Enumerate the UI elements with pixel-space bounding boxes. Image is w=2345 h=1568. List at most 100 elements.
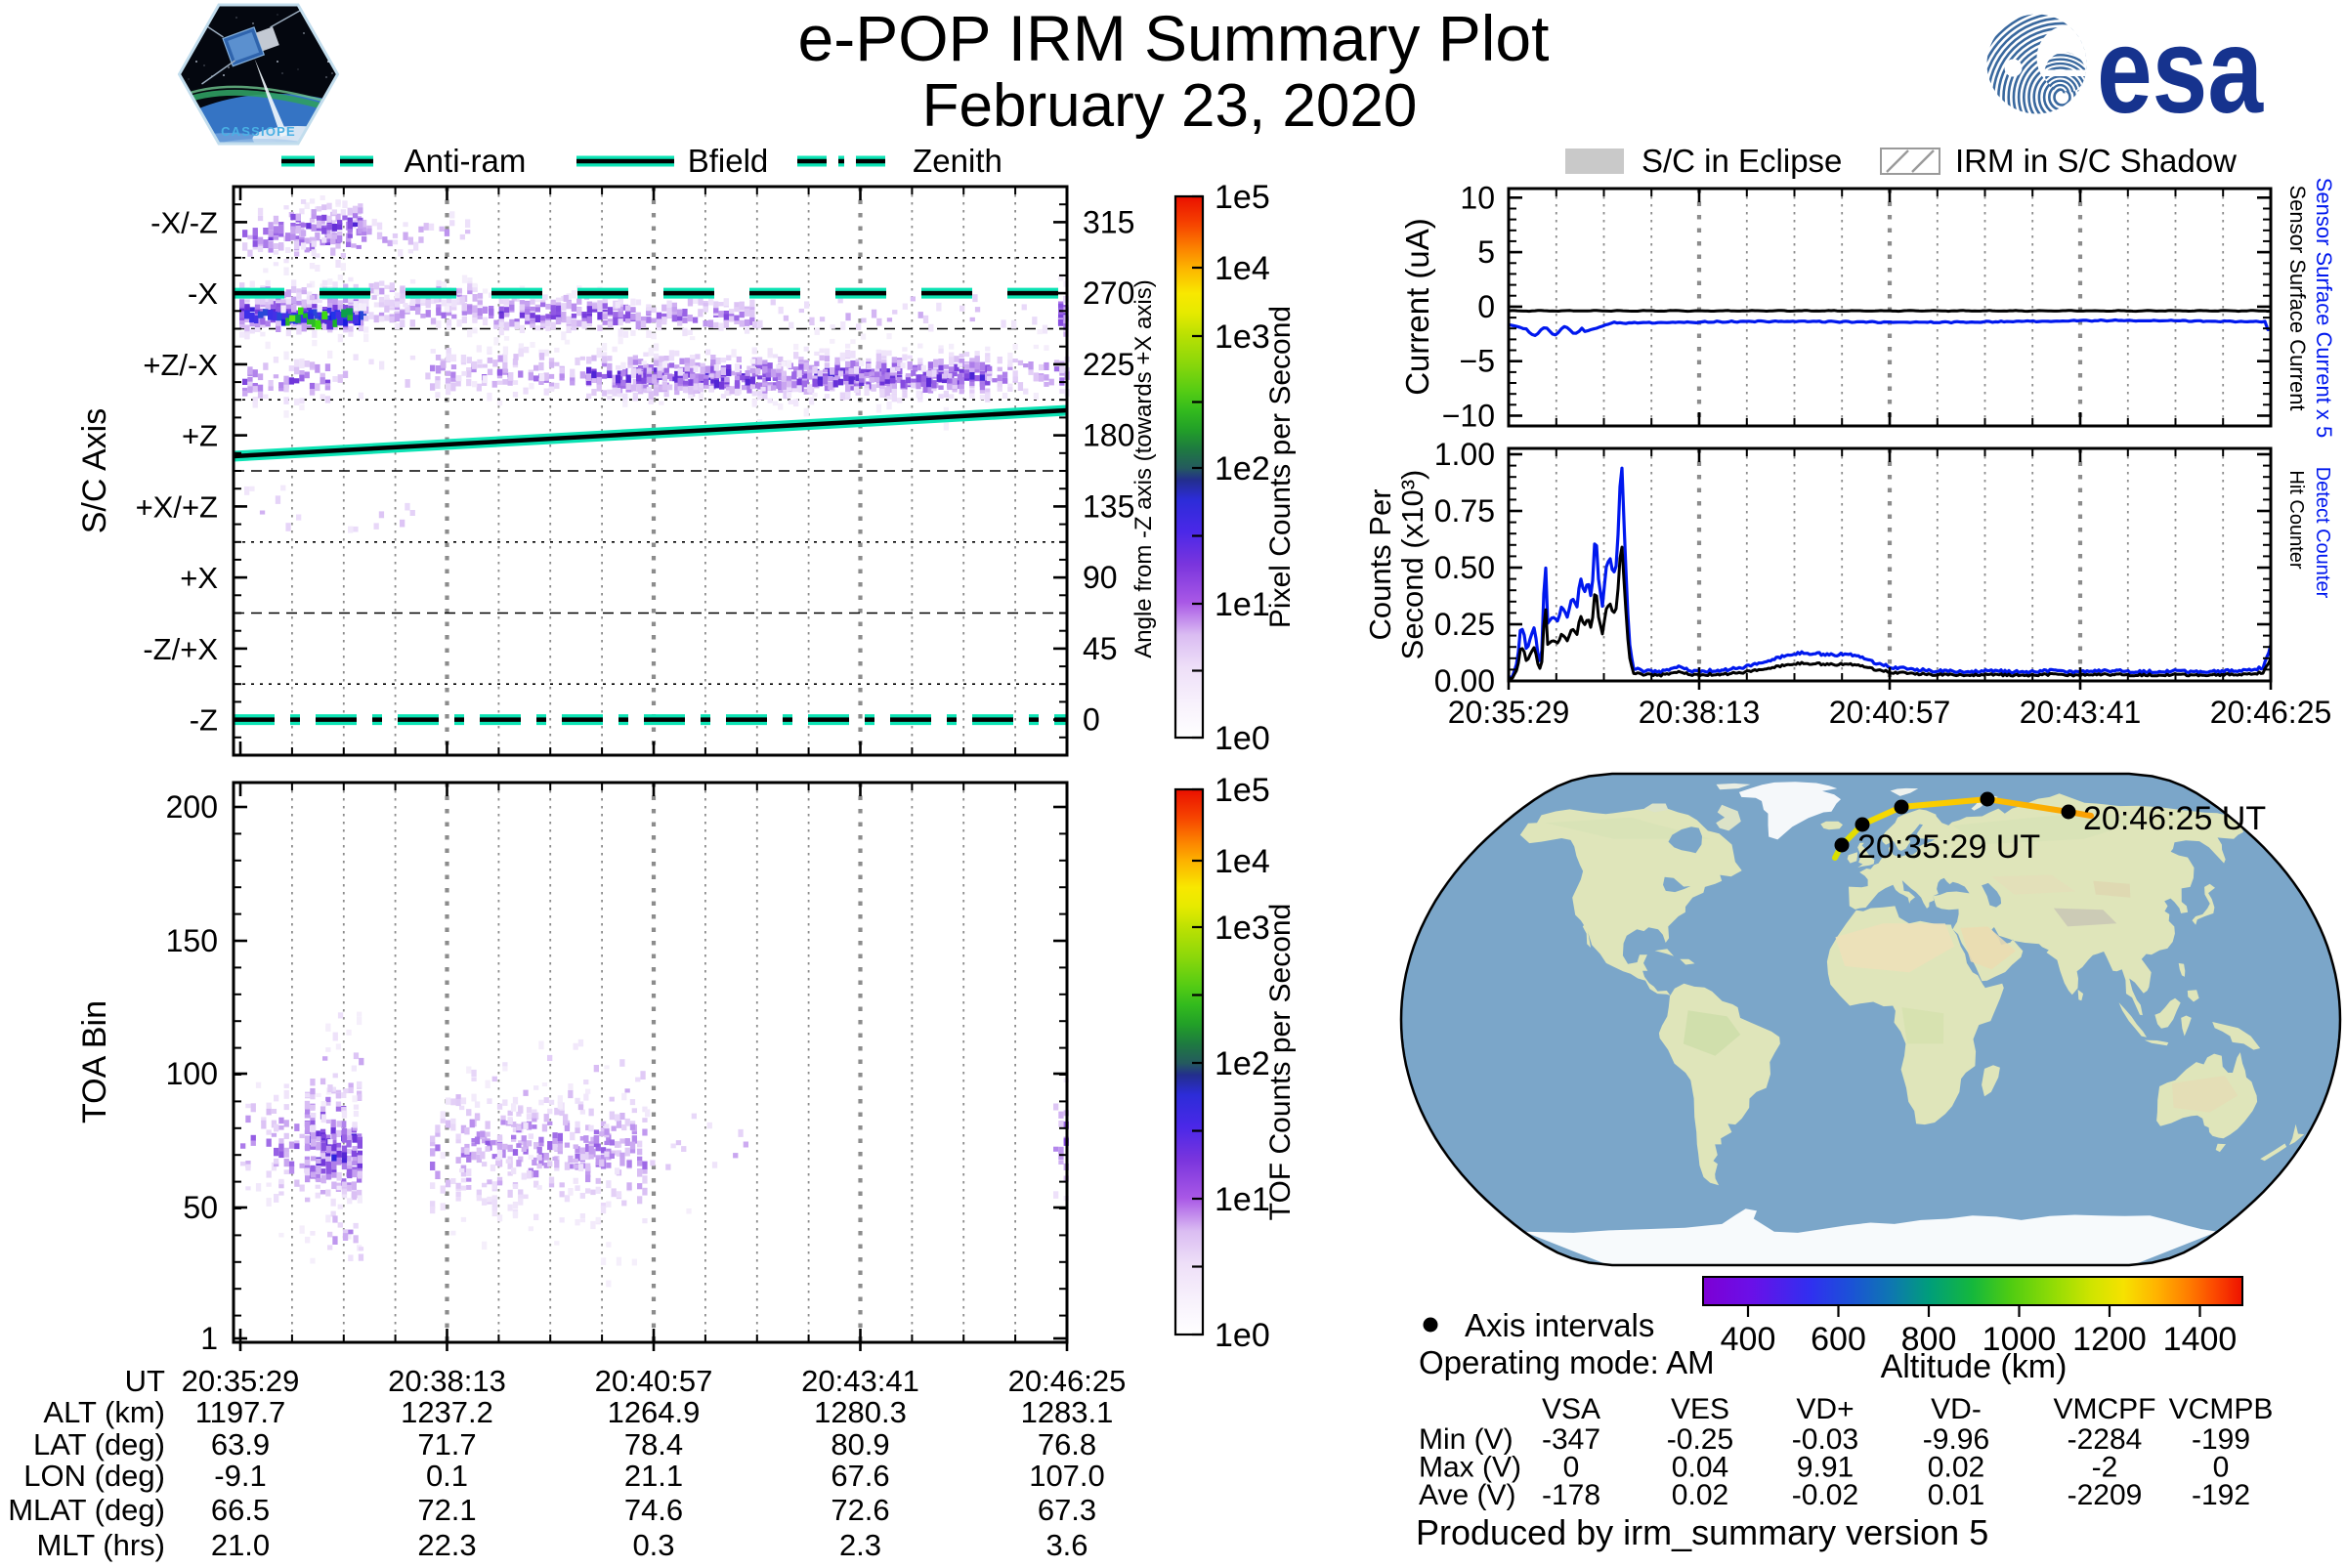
- svg-text:1e1: 1e1: [1215, 586, 1270, 623]
- svg-text:20:35:29 UT: 20:35:29 UT: [1857, 828, 2040, 866]
- svg-text:21.1: 21.1: [624, 1459, 683, 1493]
- svg-text:VSA: VSA: [1542, 1393, 1600, 1425]
- svg-text:-X/-Z: -X/-Z: [150, 205, 218, 239]
- svg-text:Operating mode: AM: Operating mode: AM: [1419, 1344, 1715, 1380]
- svg-text:1e0: 1e0: [1215, 720, 1270, 757]
- svg-text:2.3: 2.3: [839, 1528, 881, 1562]
- svg-text:20:40:57: 20:40:57: [1829, 695, 1951, 730]
- svg-text:Produced by irm_summary versio: Produced by irm_summary version 5: [1416, 1512, 1988, 1552]
- svg-text:20:46:25 UT: 20:46:25 UT: [2083, 800, 2266, 837]
- svg-text:TOF Counts per Second: TOF Counts per Second: [1264, 904, 1297, 1221]
- svg-text:1.00: 1.00: [1434, 437, 1495, 472]
- svg-text:10: 10: [1460, 180, 1495, 215]
- svg-text:78.4: 78.4: [624, 1427, 683, 1462]
- svg-text:VD+: VD+: [1796, 1393, 1854, 1425]
- svg-text:Altitude (km): Altitude (km): [1881, 1348, 2068, 1385]
- svg-text:1e2: 1e2: [1215, 450, 1270, 487]
- svg-text:80.9: 80.9: [831, 1427, 889, 1462]
- svg-text:February 23, 2020: February 23, 2020: [922, 72, 1418, 140]
- svg-text:400: 400: [1721, 1321, 1776, 1358]
- svg-text:63.9: 63.9: [211, 1427, 270, 1462]
- svg-text:Sensor Surface Current x 5: Sensor Surface Current x 5: [2312, 178, 2336, 439]
- svg-text:76.8: 76.8: [1038, 1427, 1096, 1462]
- svg-text:72.1: 72.1: [417, 1493, 476, 1527]
- svg-text:1200: 1200: [2072, 1321, 2147, 1358]
- svg-text:UT: UT: [125, 1364, 165, 1398]
- svg-text:225: 225: [1083, 347, 1134, 382]
- svg-text:Hit Counter: Hit Counter: [2285, 470, 2307, 569]
- svg-text:800: 800: [1901, 1321, 1957, 1358]
- svg-text:1237.2: 1237.2: [401, 1395, 493, 1429]
- svg-text:1e5: 1e5: [1215, 179, 1270, 216]
- svg-text:-0.02: -0.02: [1792, 1479, 1858, 1511]
- svg-text:150: 150: [166, 923, 218, 958]
- svg-text:Second (x10³): Second (x10³): [1395, 470, 1429, 660]
- svg-text:Ave (V): Ave (V): [1419, 1479, 1515, 1511]
- svg-text:−10: −10: [1442, 399, 1495, 434]
- svg-text:9.91: 9.91: [1797, 1452, 1854, 1484]
- svg-text:VCMPB: VCMPB: [2169, 1393, 2274, 1425]
- svg-text:-Z/+X: -Z/+X: [143, 632, 218, 666]
- svg-text:Zenith: Zenith: [913, 143, 1002, 179]
- svg-text:20:38:13: 20:38:13: [1639, 695, 1761, 730]
- svg-text:MLT (hrs): MLT (hrs): [37, 1528, 165, 1562]
- svg-text:IRM in S/C Shadow: IRM in S/C Shadow: [1955, 143, 2237, 179]
- svg-text:+X/+Z: +X/+Z: [136, 489, 218, 524]
- svg-text:0.50: 0.50: [1434, 550, 1495, 585]
- svg-text:esa: esa: [2097, 4, 2264, 139]
- svg-text:VD-: VD-: [1931, 1393, 1982, 1425]
- svg-text:1000: 1000: [1983, 1321, 2057, 1358]
- svg-text:Axis intervals: Axis intervals: [1465, 1307, 1654, 1343]
- svg-text:20:38:13: 20:38:13: [388, 1364, 506, 1398]
- svg-text:50: 50: [183, 1190, 218, 1225]
- svg-text:1e1: 1e1: [1215, 1181, 1270, 1218]
- svg-text:Angle from -Z axis (towards +X: Angle from -Z axis (towards +X axis): [1130, 279, 1157, 657]
- svg-text:20:43:41: 20:43:41: [801, 1364, 919, 1398]
- svg-text:107.0: 107.0: [1029, 1459, 1105, 1493]
- svg-text:1e5: 1e5: [1215, 772, 1270, 809]
- svg-text:Counts Per: Counts Per: [1363, 488, 1397, 640]
- svg-text:−5: −5: [1460, 344, 1495, 379]
- svg-text:67.6: 67.6: [831, 1459, 889, 1493]
- svg-text:20:35:29: 20:35:29: [182, 1364, 300, 1398]
- svg-text:-9.1: -9.1: [214, 1459, 266, 1493]
- svg-text:-9.96: -9.96: [1923, 1423, 1989, 1456]
- svg-text:1400: 1400: [2163, 1321, 2238, 1358]
- svg-text:Min (V): Min (V): [1419, 1423, 1514, 1456]
- svg-text:72.6: 72.6: [831, 1493, 889, 1527]
- svg-text:0.02: 0.02: [1672, 1479, 1728, 1511]
- svg-text:+Z/-X: +Z/-X: [143, 348, 218, 382]
- svg-text:1e3: 1e3: [1215, 910, 1270, 947]
- svg-text:0.01: 0.01: [1928, 1479, 1984, 1511]
- svg-text:66.5: 66.5: [211, 1493, 270, 1527]
- svg-text:270: 270: [1083, 275, 1134, 311]
- svg-text:0.25: 0.25: [1434, 607, 1495, 642]
- svg-text:74.6: 74.6: [624, 1493, 683, 1527]
- svg-text:LAT (deg): LAT (deg): [33, 1427, 165, 1462]
- svg-text:1264.9: 1264.9: [608, 1395, 701, 1429]
- svg-text:67.3: 67.3: [1038, 1493, 1096, 1527]
- svg-text:0.00: 0.00: [1434, 663, 1495, 699]
- svg-text:+X: +X: [180, 561, 218, 595]
- svg-text:20:40:57: 20:40:57: [595, 1364, 713, 1398]
- svg-text:100: 100: [166, 1056, 218, 1091]
- svg-text:-2284: -2284: [2068, 1423, 2143, 1456]
- svg-text:-0.25: -0.25: [1667, 1423, 1733, 1456]
- svg-text:1280.3: 1280.3: [814, 1395, 907, 1429]
- svg-text:1283.1: 1283.1: [1021, 1395, 1114, 1429]
- svg-text:200: 200: [166, 789, 218, 825]
- svg-text:TOA Bin: TOA Bin: [76, 1000, 113, 1123]
- svg-text:Pixel Counts per Second: Pixel Counts per Second: [1264, 306, 1297, 628]
- svg-text:0: 0: [2213, 1452, 2230, 1484]
- svg-text:-178: -178: [1542, 1479, 1600, 1511]
- svg-text:-192: -192: [2192, 1479, 2250, 1511]
- svg-text:22.3: 22.3: [417, 1528, 476, 1562]
- svg-text:5: 5: [1477, 234, 1495, 270]
- svg-text:315: 315: [1083, 204, 1134, 239]
- svg-text:Sensor Surface Current: Sensor Surface Current: [2285, 185, 2310, 410]
- svg-text:71.7: 71.7: [417, 1427, 476, 1462]
- svg-text:0.1: 0.1: [426, 1459, 468, 1493]
- svg-text:Max (V): Max (V): [1419, 1452, 1521, 1484]
- svg-text:20:46:25: 20:46:25: [1008, 1364, 1127, 1398]
- svg-text:180: 180: [1083, 418, 1134, 453]
